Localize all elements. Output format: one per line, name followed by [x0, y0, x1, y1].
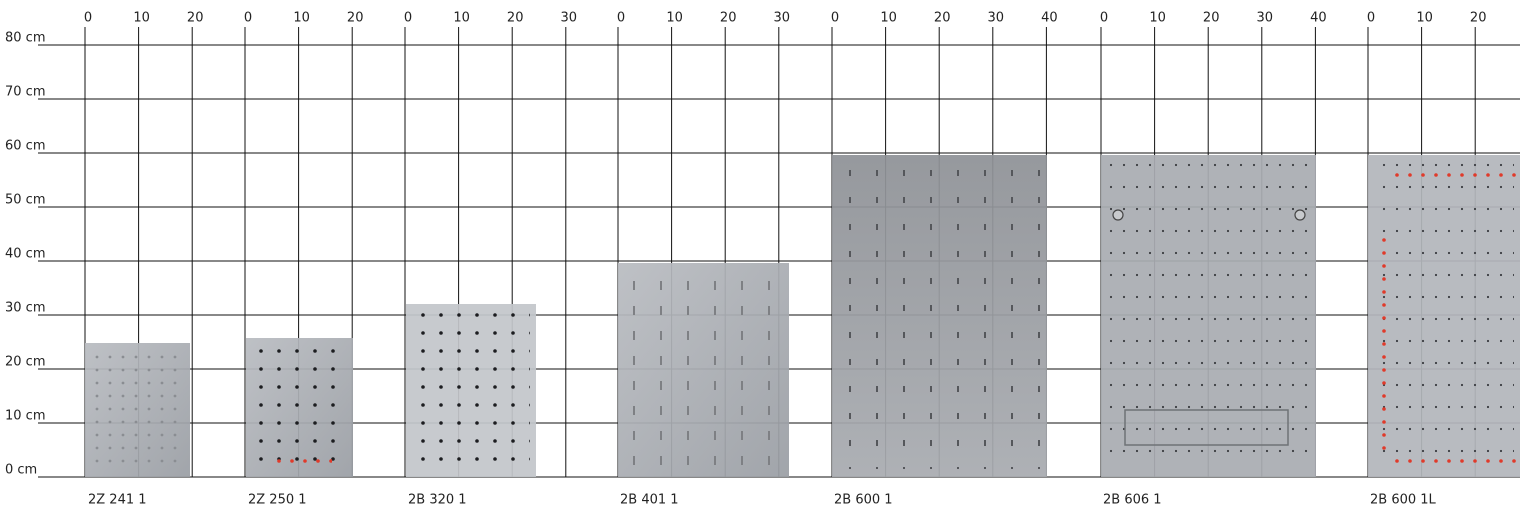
tick-label: 20 — [347, 11, 364, 26]
red-marks — [1374, 235, 1386, 455]
screw — [1294, 209, 1306, 221]
screw — [1112, 209, 1124, 221]
labels: 0 cm 10 cm 20 cm 30 cm 40 cm 50 cm 60 cm 70 cm 8… — [5, 11, 1486, 508]
product-label: 2B 600 1L — [1370, 493, 1437, 508]
tick-label: 10 — [133, 11, 150, 26]
tick-label: 10 — [666, 11, 683, 26]
red-marks — [268, 455, 332, 467]
tick-label: 0 — [84, 11, 92, 26]
red-marks — [1394, 455, 1520, 467]
y-label: 60 cm — [5, 139, 46, 154]
tick-label: 30 — [988, 11, 1005, 26]
tick-label: 30 — [561, 11, 578, 26]
y-label: 30 cm — [5, 301, 46, 316]
tick-label: 20 — [720, 11, 737, 26]
tick-label: 20 — [934, 11, 951, 26]
panels — [85, 155, 1520, 477]
product-label: 2B 606 1 — [1103, 493, 1162, 508]
panel-holes — [412, 312, 530, 469]
tick-label: 0 — [617, 11, 625, 26]
product-label: 2B 401 1 — [620, 493, 679, 508]
product-label: 2B 600 1 — [834, 493, 893, 508]
red-marks — [1394, 166, 1520, 178]
tick-label: 10 — [1416, 11, 1433, 26]
y-label: 80 cm — [5, 31, 46, 46]
y-label: 50 cm — [5, 193, 46, 208]
panel-holes — [1374, 163, 1514, 469]
tick-label: 0 — [244, 11, 252, 26]
product-label: 2Z 241 1 — [88, 493, 147, 508]
tick-label: 10 — [453, 11, 470, 26]
tick-label: 30 — [774, 11, 791, 26]
y-label: 0 cm — [5, 463, 37, 478]
panel-holes — [91, 351, 184, 469]
tick-label: 40 — [1041, 11, 1058, 26]
y-label: 20 cm — [5, 355, 46, 370]
y-label: 40 cm — [5, 247, 46, 262]
tick-label: 30 — [1257, 11, 1274, 26]
panel-holes — [252, 346, 347, 469]
tick-label: 0 — [1100, 11, 1108, 26]
tick-label: 20 — [1203, 11, 1220, 26]
tick-label: 10 — [1149, 11, 1166, 26]
tick-label: 40 — [1310, 11, 1327, 26]
panel-holes — [1107, 163, 1310, 469]
panel-holes — [838, 163, 1041, 469]
product-label: 2B 320 1 — [408, 493, 467, 508]
y-label: 70 cm — [5, 85, 46, 100]
tick-label: 20 — [507, 11, 524, 26]
tick-label: 0 — [831, 11, 839, 26]
handle — [1124, 409, 1289, 446]
tick-label: 20 — [1470, 11, 1487, 26]
tick-label: 10 — [293, 11, 310, 26]
y-label: 10 cm — [5, 409, 46, 424]
tick-label: 10 — [880, 11, 897, 26]
panel-holes — [624, 271, 783, 469]
tick-label: 0 — [1367, 11, 1375, 26]
product-label: 2Z 250 1 — [248, 493, 307, 508]
tick-label: 20 — [187, 11, 204, 26]
tick-label: 0 — [404, 11, 412, 26]
